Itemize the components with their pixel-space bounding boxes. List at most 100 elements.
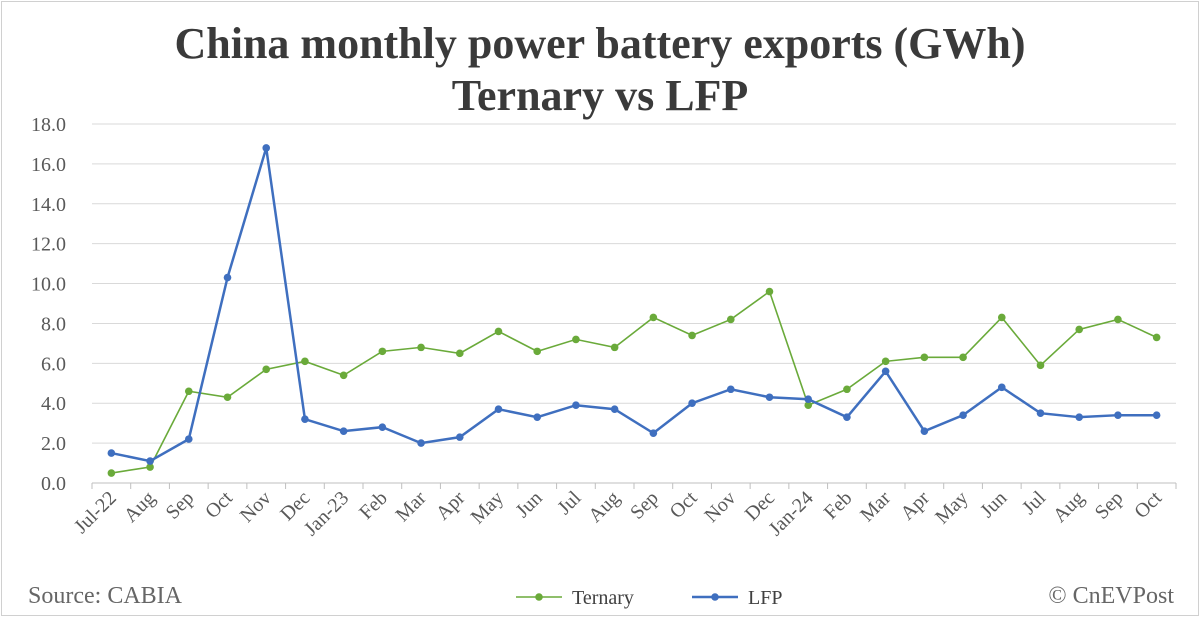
- ternary-point: [959, 353, 967, 362]
- ternary-legend-label: Ternary: [572, 587, 634, 609]
- x-tick-label: Jan-23: [300, 487, 353, 540]
- lfp-point: [959, 411, 967, 419]
- ternary-point: [1152, 333, 1161, 342]
- ternary-point: [378, 347, 387, 356]
- x-tick-label: Aug: [584, 487, 624, 527]
- x-tick-label: Jan-24: [764, 487, 817, 540]
- x-tick-label: Sep: [162, 487, 199, 524]
- x-tick-label: Aug: [120, 487, 160, 527]
- lfp-point: [339, 427, 348, 435]
- lfp-point: [494, 405, 503, 414]
- x-tick-label: Aug: [1049, 487, 1089, 527]
- ternary-point: [1036, 361, 1045, 370]
- ternary-point: [843, 385, 851, 394]
- y-tick-label: 10.0: [31, 274, 66, 296]
- x-tick-label: Jul: [553, 487, 585, 519]
- x-tick-label: Apr: [896, 487, 934, 525]
- ternary-point: [997, 313, 1006, 322]
- y-tick-label: 18.0: [31, 114, 66, 136]
- lfp-point: [533, 413, 542, 421]
- x-tick-label: Jun: [976, 487, 1011, 522]
- lfp-point: [881, 367, 890, 376]
- ternary-point: [262, 365, 271, 374]
- x-tick-label: Jun: [512, 487, 547, 522]
- chart-title: China monthly power battery exports (GWh…: [174, 19, 1026, 68]
- ternary-point: [572, 335, 580, 344]
- lfp-point: [726, 385, 735, 394]
- x-tick-label: Oct: [1130, 487, 1166, 523]
- y-tick-label: 8.0: [41, 313, 66, 335]
- ternary-line: [111, 290, 1157, 474]
- y-tick-label: 4.0: [41, 393, 66, 415]
- ternary-point: [146, 463, 154, 471]
- x-tick-label: Sep: [1091, 487, 1128, 524]
- x-tick-label: Sep: [626, 487, 663, 524]
- y-tick-label: 6.0: [41, 353, 66, 375]
- ternary-point: [301, 357, 309, 366]
- lfp-point: [765, 393, 774, 402]
- lfp-legend-marker: [711, 593, 719, 601]
- ternary-point: [610, 343, 619, 352]
- x-tick-label: Nov: [236, 487, 276, 527]
- x-tick-label: Jul-22: [70, 487, 121, 538]
- y-tick-label: 12.0: [31, 234, 66, 256]
- lfp-point: [804, 395, 813, 404]
- lfp-point: [378, 423, 387, 431]
- ternary-point: [1114, 315, 1122, 324]
- lfp-point: [301, 415, 309, 423]
- lfp-point: [610, 405, 619, 414]
- lfp-point: [184, 435, 193, 443]
- x-tick-label: May: [467, 487, 508, 528]
- chart-subtitle: Ternary vs LFP: [451, 71, 749, 120]
- ternary-point: [649, 313, 658, 322]
- lfp-point: [572, 401, 580, 410]
- lfp-point: [223, 273, 232, 282]
- x-tick-label: Mar: [856, 487, 895, 526]
- ternary-point: [223, 393, 232, 402]
- ternary-point: [726, 315, 735, 324]
- lfp-point: [146, 457, 154, 465]
- ternary-point: [184, 387, 193, 396]
- lfp-point: [1036, 409, 1045, 417]
- x-tick-label: Feb: [355, 487, 392, 524]
- lfp-point: [843, 413, 851, 421]
- lfp-point: [417, 439, 425, 447]
- lfp-line: [111, 147, 1157, 463]
- credit-label: © CnEVPost: [1048, 583, 1174, 609]
- ternary-legend-marker: [535, 593, 543, 601]
- ternary-point: [765, 287, 774, 296]
- lfp-point: [107, 449, 116, 457]
- y-tick-label: 14.0: [31, 194, 66, 216]
- lfp-point: [688, 399, 696, 408]
- y-tick-label: 2.0: [41, 433, 66, 455]
- ternary-point: [881, 357, 890, 366]
- ternary-point: [920, 353, 929, 362]
- lfp-point: [262, 144, 271, 152]
- source-label: Source: CABIA: [28, 583, 182, 609]
- x-tick-label: Feb: [820, 487, 857, 524]
- lfp-point: [1152, 411, 1161, 419]
- lfp-point: [1114, 411, 1122, 419]
- x-tick-label: May: [931, 487, 972, 528]
- y-tick-label: 0.0: [41, 473, 66, 495]
- x-tick-label: Oct: [666, 487, 702, 523]
- lfp-point: [455, 433, 464, 441]
- ternary-point: [494, 327, 503, 336]
- ternary-point: [804, 401, 813, 410]
- ternary-point: [1075, 325, 1084, 334]
- ternary-point: [533, 347, 542, 356]
- ternary-point: [455, 349, 464, 358]
- ternary-point: [688, 331, 696, 340]
- x-tick-label: Jul: [1018, 487, 1050, 519]
- lfp-point: [997, 383, 1006, 392]
- lfp-legend-label: LFP: [748, 587, 782, 609]
- x-tick-label: Nov: [700, 487, 740, 527]
- x-tick-label: Apr: [432, 487, 470, 525]
- lfp-point: [649, 429, 658, 437]
- lfp-point: [920, 427, 929, 435]
- y-tick-label: 16.0: [31, 154, 66, 176]
- ternary-point: [417, 343, 425, 352]
- x-tick-label: Mar: [391, 487, 430, 526]
- lfp-point: [1075, 413, 1084, 421]
